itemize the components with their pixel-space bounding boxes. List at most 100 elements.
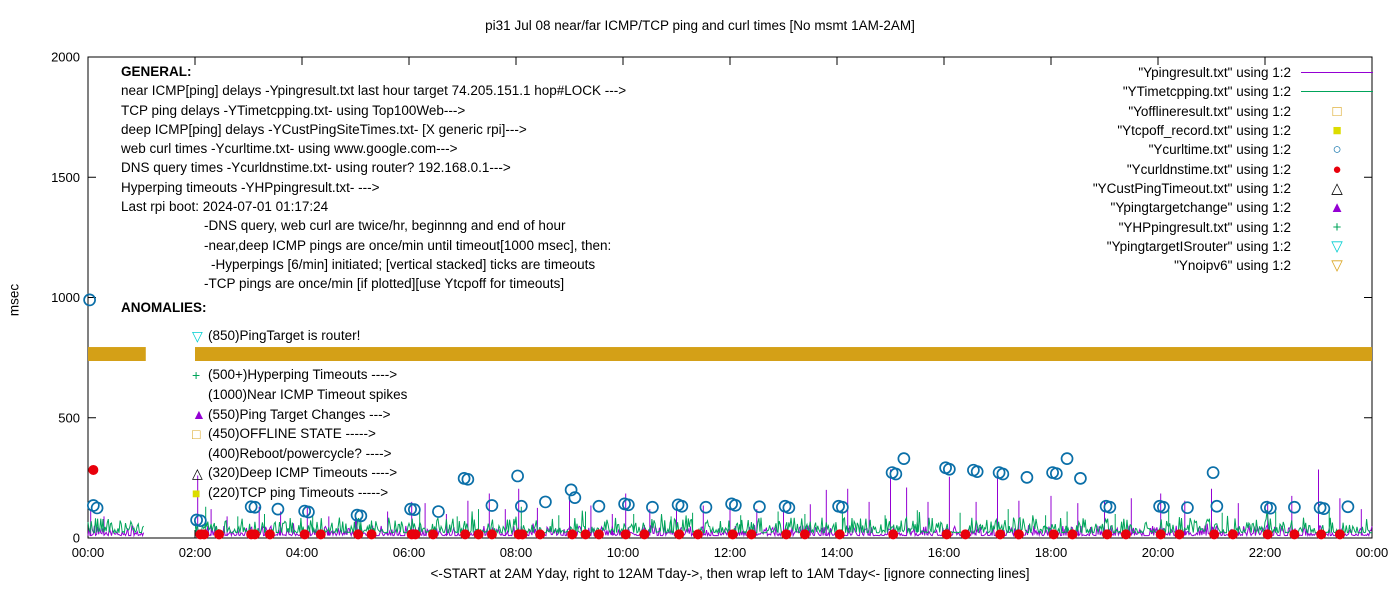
legend-label: "Ypingresult.txt" using 1:2 (1138, 65, 1291, 81)
point-Ycurldnstime.txt (1334, 529, 1345, 540)
point-Ycurltime.txt (1049, 467, 1063, 480)
point-Ycurldnstime.txt (199, 529, 210, 540)
anomaly-row-hidden-by-band (192, 346, 407, 366)
general-line: -near,deep ICMP pings are once/min until… (204, 237, 612, 253)
open-triangle-down-icon: ▽ (1331, 257, 1343, 275)
x-tick-label: 16:00 (928, 545, 961, 560)
legend-label: "Ytcpoff_record.txt" using 1:2 (1117, 123, 1291, 139)
point-Ycurltime.txt (1288, 500, 1301, 514)
point-Ycurldnstime.txt (781, 529, 792, 540)
legend-label: "YHPpingresult.txt" using 1:2 (1118, 219, 1291, 235)
point-Ycurltime.txt (271, 502, 285, 516)
anomaly-text: (550)Ping Target Changes ---> (208, 406, 391, 422)
point-Ycurldnstime.txt (1289, 529, 1300, 540)
point-Ycurltime.txt (511, 469, 524, 483)
point-Ycurldnstime.txt (888, 529, 899, 540)
legend-label: "Ycurltime.txt" using 1:2 (1148, 142, 1291, 158)
x-axis-label: <-START at 2AM Yday, right to 12AM Tday-… (430, 566, 1030, 581)
legend-item: "Ycurldnstime.txt" using 1:2 ● (1093, 159, 1377, 178)
open-triangle-up-icon: △ (1331, 179, 1343, 197)
general-line: Hyperping timeouts -YHPpingresult.txt- -… (121, 179, 380, 195)
filled-triangle-up-icon: ▲ (192, 406, 206, 423)
x-tick-label: 12:00 (714, 545, 747, 560)
point-Ycurldnstime.txt (535, 529, 546, 540)
legend-item: "Ypingtargetchange" using 1:2 ▲ (1093, 198, 1377, 217)
anomaly-text: (450)OFFLINE STATE -----> (208, 426, 376, 442)
general-line: Last rpi boot: 2024-07-01 01:17:24 (121, 199, 329, 215)
series-line-YTimetcpping.txt (87, 506, 1373, 535)
point-Ycurldnstime.txt (674, 529, 685, 540)
legend-label: "YpingtargetISrouter" using 1:2 (1106, 238, 1291, 254)
point-Ycurldnstime.txt (567, 529, 578, 540)
point-Ycurldnstime.txt (460, 529, 471, 540)
legend-label: "Ypingtargetchange" using 1:2 (1110, 200, 1291, 216)
anomaly-row: ▽ (850)PingTarget is router! (192, 326, 407, 346)
general-line: deep ICMP[ping] delays -YCustPingSiteTim… (121, 121, 527, 137)
point-Ycurltime.txt (1060, 452, 1074, 465)
x-tick-label: 04:00 (286, 545, 319, 560)
anomaly-row: □ (450)OFFLINE STATE -----> (192, 424, 407, 444)
filled-triangle-up-icon: ▲ (1329, 199, 1345, 217)
point-Ycurldnstime.txt (960, 529, 971, 540)
legend-label: "Ycurldnstime.txt" using 1:2 (1126, 161, 1291, 177)
point-Ycurldnstime.txt (299, 529, 310, 540)
point-Ycurltime.txt (942, 462, 956, 476)
anomaly-text: (320)Deep ICMP Timeouts ----> (208, 465, 398, 481)
point-Ycurldnstime.txt (428, 529, 439, 540)
point-Ycurltime.txt (432, 505, 445, 518)
anomaly-row: + (500+)Hyperping Timeouts ----> (192, 365, 407, 385)
point-Ycurltime.txt (592, 499, 606, 513)
point-Ycurldnstime.txt (249, 529, 260, 540)
legend-sample: △ (1297, 181, 1377, 196)
y-tick-label: 2000 (51, 50, 80, 65)
point-Ycurltime.txt (539, 495, 552, 509)
point-Ycurltime.txt (354, 509, 368, 523)
anomaly-row: ▲ (550)Ping Target Changes ---> (192, 404, 407, 424)
y-tick-label: 1000 (51, 290, 80, 305)
anomalies-list: ▽ (850)PingTarget is router! + (500+)Hyperp… (192, 326, 407, 502)
point-Ycurldnstime.txt (1102, 529, 1113, 540)
legend: "Ypingresult.txt" using 1:2 "YTimetcpping… (1093, 63, 1377, 275)
point-Ycurltime.txt (1341, 500, 1355, 514)
point-Ycurltime.txt (970, 465, 984, 478)
point-Ycurltime.txt (621, 498, 635, 512)
legend-label: "Ynoipv6" using 1:2 (1174, 258, 1291, 274)
point-Ycurldnstime.txt (1174, 529, 1185, 540)
point-Ycurltime.txt (461, 472, 475, 486)
open-triangle-up-icon: △ (192, 464, 203, 481)
point-Ycurltime.txt (1210, 499, 1224, 513)
point-Ycurldnstime.txt (1013, 529, 1024, 540)
point-Ycurldnstime.txt (517, 529, 528, 540)
point-Ycurldnstime.txt (1262, 529, 1273, 540)
anomaly-text: (850)PingTarget is router! (208, 328, 361, 344)
point-Ycurltime.txt (728, 498, 742, 512)
point-Ycurldnstime.txt (727, 529, 738, 540)
filled-circle-icon: ● (1332, 160, 1342, 178)
anomaly-text: (500+)Hyperping Timeouts ----> (208, 367, 398, 383)
legend-item: "YTimetcpping.txt" using 1:2 (1093, 82, 1377, 101)
legend-sample: ▽ (1297, 239, 1377, 254)
general-line: near ICMP[ping] delays -Ypingresult.txt … (121, 83, 627, 99)
open-circle-icon: ○ (1332, 141, 1342, 159)
point-Ycurldnstime.txt (799, 529, 810, 540)
point-Ycurltime.txt (1181, 501, 1194, 515)
legend-sample: ▲ (1297, 200, 1377, 215)
point-Ycurltime.txt (248, 500, 262, 514)
x-tick-label: 00:00 (72, 545, 105, 560)
x-tick-label: 22:00 (1249, 545, 1282, 560)
point-Ycurldnstime.txt (1120, 529, 1131, 540)
filled-square-icon: ■ (192, 484, 201, 501)
point-Ycurltime.txt (753, 500, 766, 514)
y-axis-label: msec (6, 283, 22, 317)
point-Ycurltime.txt (782, 501, 796, 515)
point-Ycurltime.txt (996, 467, 1010, 481)
point-Ycurldnstime.txt (1155, 529, 1166, 540)
point-Ycurltime.txt (1317, 502, 1331, 516)
anomaly-text: (220)TCP ping Timeouts -----> (208, 485, 389, 501)
general-line: DNS query times -Ycurldnstime.txt- using… (121, 160, 511, 176)
point-Ycurldnstime.txt (1048, 529, 1059, 540)
point-Ycurldnstime.txt (692, 529, 703, 540)
point-Ycurldnstime.txt (620, 529, 631, 540)
legend-label: "Yofflineresult.txt" using 1:2 (1128, 103, 1291, 119)
point-Ycurltime.txt (485, 499, 499, 512)
